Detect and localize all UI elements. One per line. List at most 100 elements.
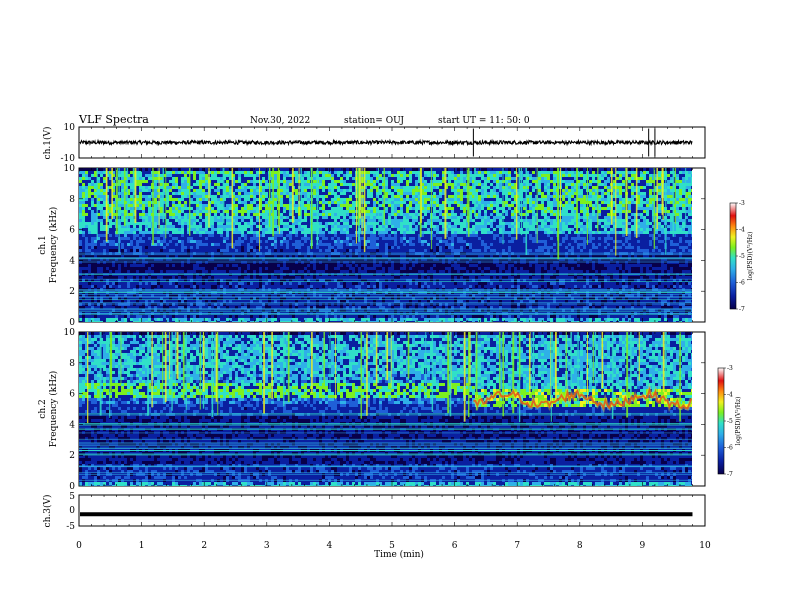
spec1-cell — [313, 216, 316, 219]
spec1-cell — [265, 234, 268, 237]
spec1-cell — [106, 321, 109, 322]
spec1-cell — [292, 294, 295, 297]
spec1-cell — [133, 192, 136, 195]
spec1-cell — [235, 207, 238, 210]
spec1-cell — [142, 231, 145, 234]
spec1-cell — [223, 207, 226, 210]
spec1-cell — [226, 195, 229, 198]
spec1-cell — [304, 243, 307, 246]
spec1-cell — [274, 240, 277, 243]
spec1-cell — [286, 261, 289, 264]
spec1-cell — [433, 171, 436, 174]
spec1-cell — [223, 255, 226, 258]
spec1-cell — [124, 300, 127, 303]
spec1-cell — [322, 270, 325, 273]
spec1-cell — [253, 258, 256, 261]
spec1-cell — [358, 270, 361, 273]
spec1-cell — [379, 216, 382, 219]
spec1-cell — [124, 270, 127, 273]
spec1-cell — [115, 318, 118, 321]
spec1-cell — [448, 174, 451, 177]
spec1-cell — [277, 225, 280, 228]
spec1-cell — [349, 183, 352, 186]
spec1-cell — [439, 237, 442, 240]
spec1-cell — [103, 168, 106, 171]
spec1-cell — [169, 213, 172, 216]
spec1-cell — [304, 300, 307, 303]
spec1-cell — [214, 318, 217, 321]
spec1-cell — [280, 198, 283, 201]
spec1-cell — [199, 201, 202, 204]
spec1-cell — [193, 183, 196, 186]
spec1-cell — [448, 306, 451, 309]
spec1-cell — [145, 201, 148, 204]
spec1-cell — [193, 219, 196, 222]
spec1-cell — [277, 249, 280, 252]
spec1-cell — [121, 282, 124, 285]
spec1-cell — [235, 249, 238, 252]
spec1-cell — [415, 186, 418, 189]
spec1-cell — [295, 246, 298, 249]
spec1-cell — [112, 204, 115, 207]
spec1-cell — [202, 243, 205, 246]
spec1-cell — [463, 180, 466, 183]
spec1-cell — [346, 243, 349, 246]
spec1-cell — [274, 246, 277, 249]
spec1-cell — [202, 192, 205, 195]
spec1-cell — [175, 204, 178, 207]
spec1-cell — [394, 249, 397, 252]
spec1-cell — [442, 174, 445, 177]
spec1-cell — [94, 297, 97, 300]
spec1-cell — [289, 246, 292, 249]
spec1-cell — [133, 270, 136, 273]
spec1-cell — [154, 198, 157, 201]
spec1-cell — [358, 276, 361, 279]
spec1-cell — [190, 198, 193, 201]
spec1-cell — [136, 249, 139, 252]
spec1-cell — [139, 207, 142, 210]
spec1-cell — [334, 309, 337, 312]
spec1-cell — [337, 315, 340, 318]
spec1-cell — [190, 297, 193, 300]
spec1-cell — [364, 228, 367, 231]
spec1-cell — [424, 231, 427, 234]
spec1-cell — [133, 171, 136, 174]
spec1-cell — [316, 282, 319, 285]
spec1-cell — [232, 282, 235, 285]
spec1-cell — [247, 264, 250, 267]
spec1-cell — [160, 213, 163, 216]
spec1-cell — [370, 168, 373, 171]
spec1-cell — [442, 216, 445, 219]
spec1-cell — [400, 204, 403, 207]
spec1-cell — [220, 204, 223, 207]
spec1-cell — [367, 225, 370, 228]
spec1-cell — [307, 207, 310, 210]
spec1-cell — [382, 219, 385, 222]
spec1-cell — [181, 219, 184, 222]
spec1-cell — [157, 258, 160, 261]
spec1-cell — [337, 210, 340, 213]
spec1-cell — [325, 225, 328, 228]
spec1-cell — [451, 276, 454, 279]
spec1-cell — [319, 258, 322, 261]
spec1-cell — [331, 279, 334, 282]
spec1-cell — [199, 279, 202, 282]
spec1-cell — [364, 315, 367, 318]
spec1-cell — [166, 174, 169, 177]
spec1-cell — [124, 243, 127, 246]
spec1-cell — [283, 174, 286, 177]
spec1-cell — [232, 210, 235, 213]
spec1-cell — [112, 318, 115, 321]
spec1-cell — [163, 246, 166, 249]
spec1-cell — [406, 222, 409, 225]
spec1-cell — [361, 303, 364, 306]
spec1-cell — [121, 177, 124, 180]
spec1-cell — [331, 249, 334, 252]
spec1-cell — [124, 306, 127, 309]
spec1-cell — [334, 252, 337, 255]
spec1-cell — [124, 228, 127, 231]
spec1-cell — [409, 315, 412, 318]
spec1-cell — [238, 297, 241, 300]
spec1-cell — [196, 285, 199, 288]
spec1-cell — [451, 213, 454, 216]
